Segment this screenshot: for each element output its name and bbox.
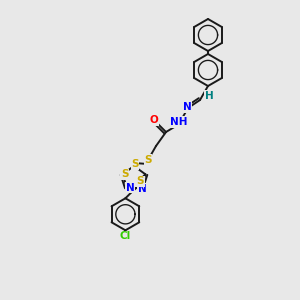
Text: NH: NH bbox=[170, 117, 188, 127]
Text: Cl: Cl bbox=[120, 231, 131, 241]
Text: S: S bbox=[137, 176, 144, 186]
Text: S: S bbox=[121, 169, 128, 179]
Text: H: H bbox=[205, 91, 213, 101]
Text: N: N bbox=[126, 183, 134, 193]
Text: O: O bbox=[150, 115, 158, 125]
Text: S: S bbox=[144, 155, 152, 165]
Text: S: S bbox=[131, 159, 139, 169]
Text: N: N bbox=[138, 184, 146, 194]
Text: N: N bbox=[183, 102, 191, 112]
